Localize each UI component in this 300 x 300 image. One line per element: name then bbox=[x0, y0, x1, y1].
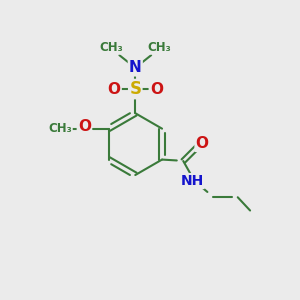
Text: O: O bbox=[150, 82, 163, 97]
Text: O: O bbox=[196, 136, 208, 151]
Text: O: O bbox=[108, 82, 121, 97]
Text: NH: NH bbox=[181, 174, 204, 188]
Text: CH₃: CH₃ bbox=[148, 41, 171, 54]
Text: O: O bbox=[78, 119, 91, 134]
Text: N: N bbox=[129, 60, 142, 75]
Text: CH₃: CH₃ bbox=[48, 122, 72, 135]
Text: S: S bbox=[129, 80, 141, 98]
Text: CH₃: CH₃ bbox=[99, 41, 123, 54]
